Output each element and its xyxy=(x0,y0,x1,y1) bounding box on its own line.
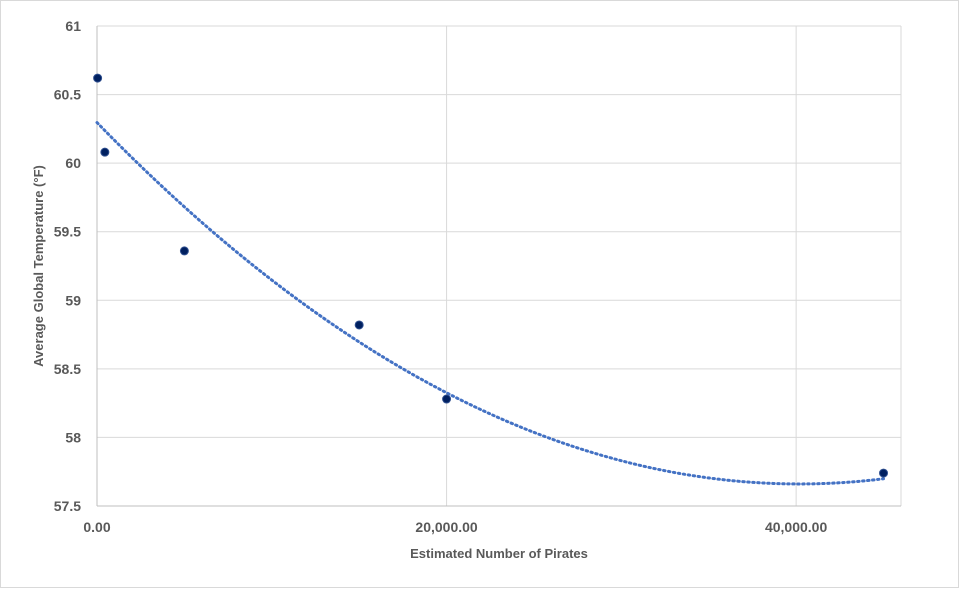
x-tick-label: 20,000.00 xyxy=(415,519,477,535)
trendline-group xyxy=(95,121,886,486)
y-tick-label: 57.5 xyxy=(54,498,81,514)
gridlines xyxy=(97,25,902,506)
data-point xyxy=(879,468,889,478)
data-points xyxy=(93,73,889,478)
y-axis-title: Average Global Temperature (°F) xyxy=(31,165,46,367)
y-tick-label: 60 xyxy=(65,155,81,171)
data-point xyxy=(354,320,364,330)
y-tick-labels: 57.5 58 58.5 59 59.5 60 60.5 61 xyxy=(54,18,81,514)
x-tick-label: 0.00 xyxy=(83,519,110,535)
data-point xyxy=(442,394,452,404)
data-point xyxy=(179,246,189,256)
data-point xyxy=(93,73,103,83)
y-tick-label: 59 xyxy=(65,292,81,308)
y-tick-label: 58.5 xyxy=(54,361,81,377)
data-point xyxy=(100,147,110,157)
x-axis-title: Estimated Number of Pirates xyxy=(410,546,588,561)
x-tick-label: 40,000.00 xyxy=(765,519,827,535)
y-tick-label: 58 xyxy=(65,429,81,445)
axes xyxy=(96,26,901,507)
x-tick-labels: 0.00 20,000.00 40,000.00 xyxy=(83,519,827,535)
y-tick-label: 61 xyxy=(65,18,81,34)
y-tick-label: 59.5 xyxy=(54,224,81,240)
trendline xyxy=(95,121,886,486)
y-tick-label: 60.5 xyxy=(54,87,81,103)
